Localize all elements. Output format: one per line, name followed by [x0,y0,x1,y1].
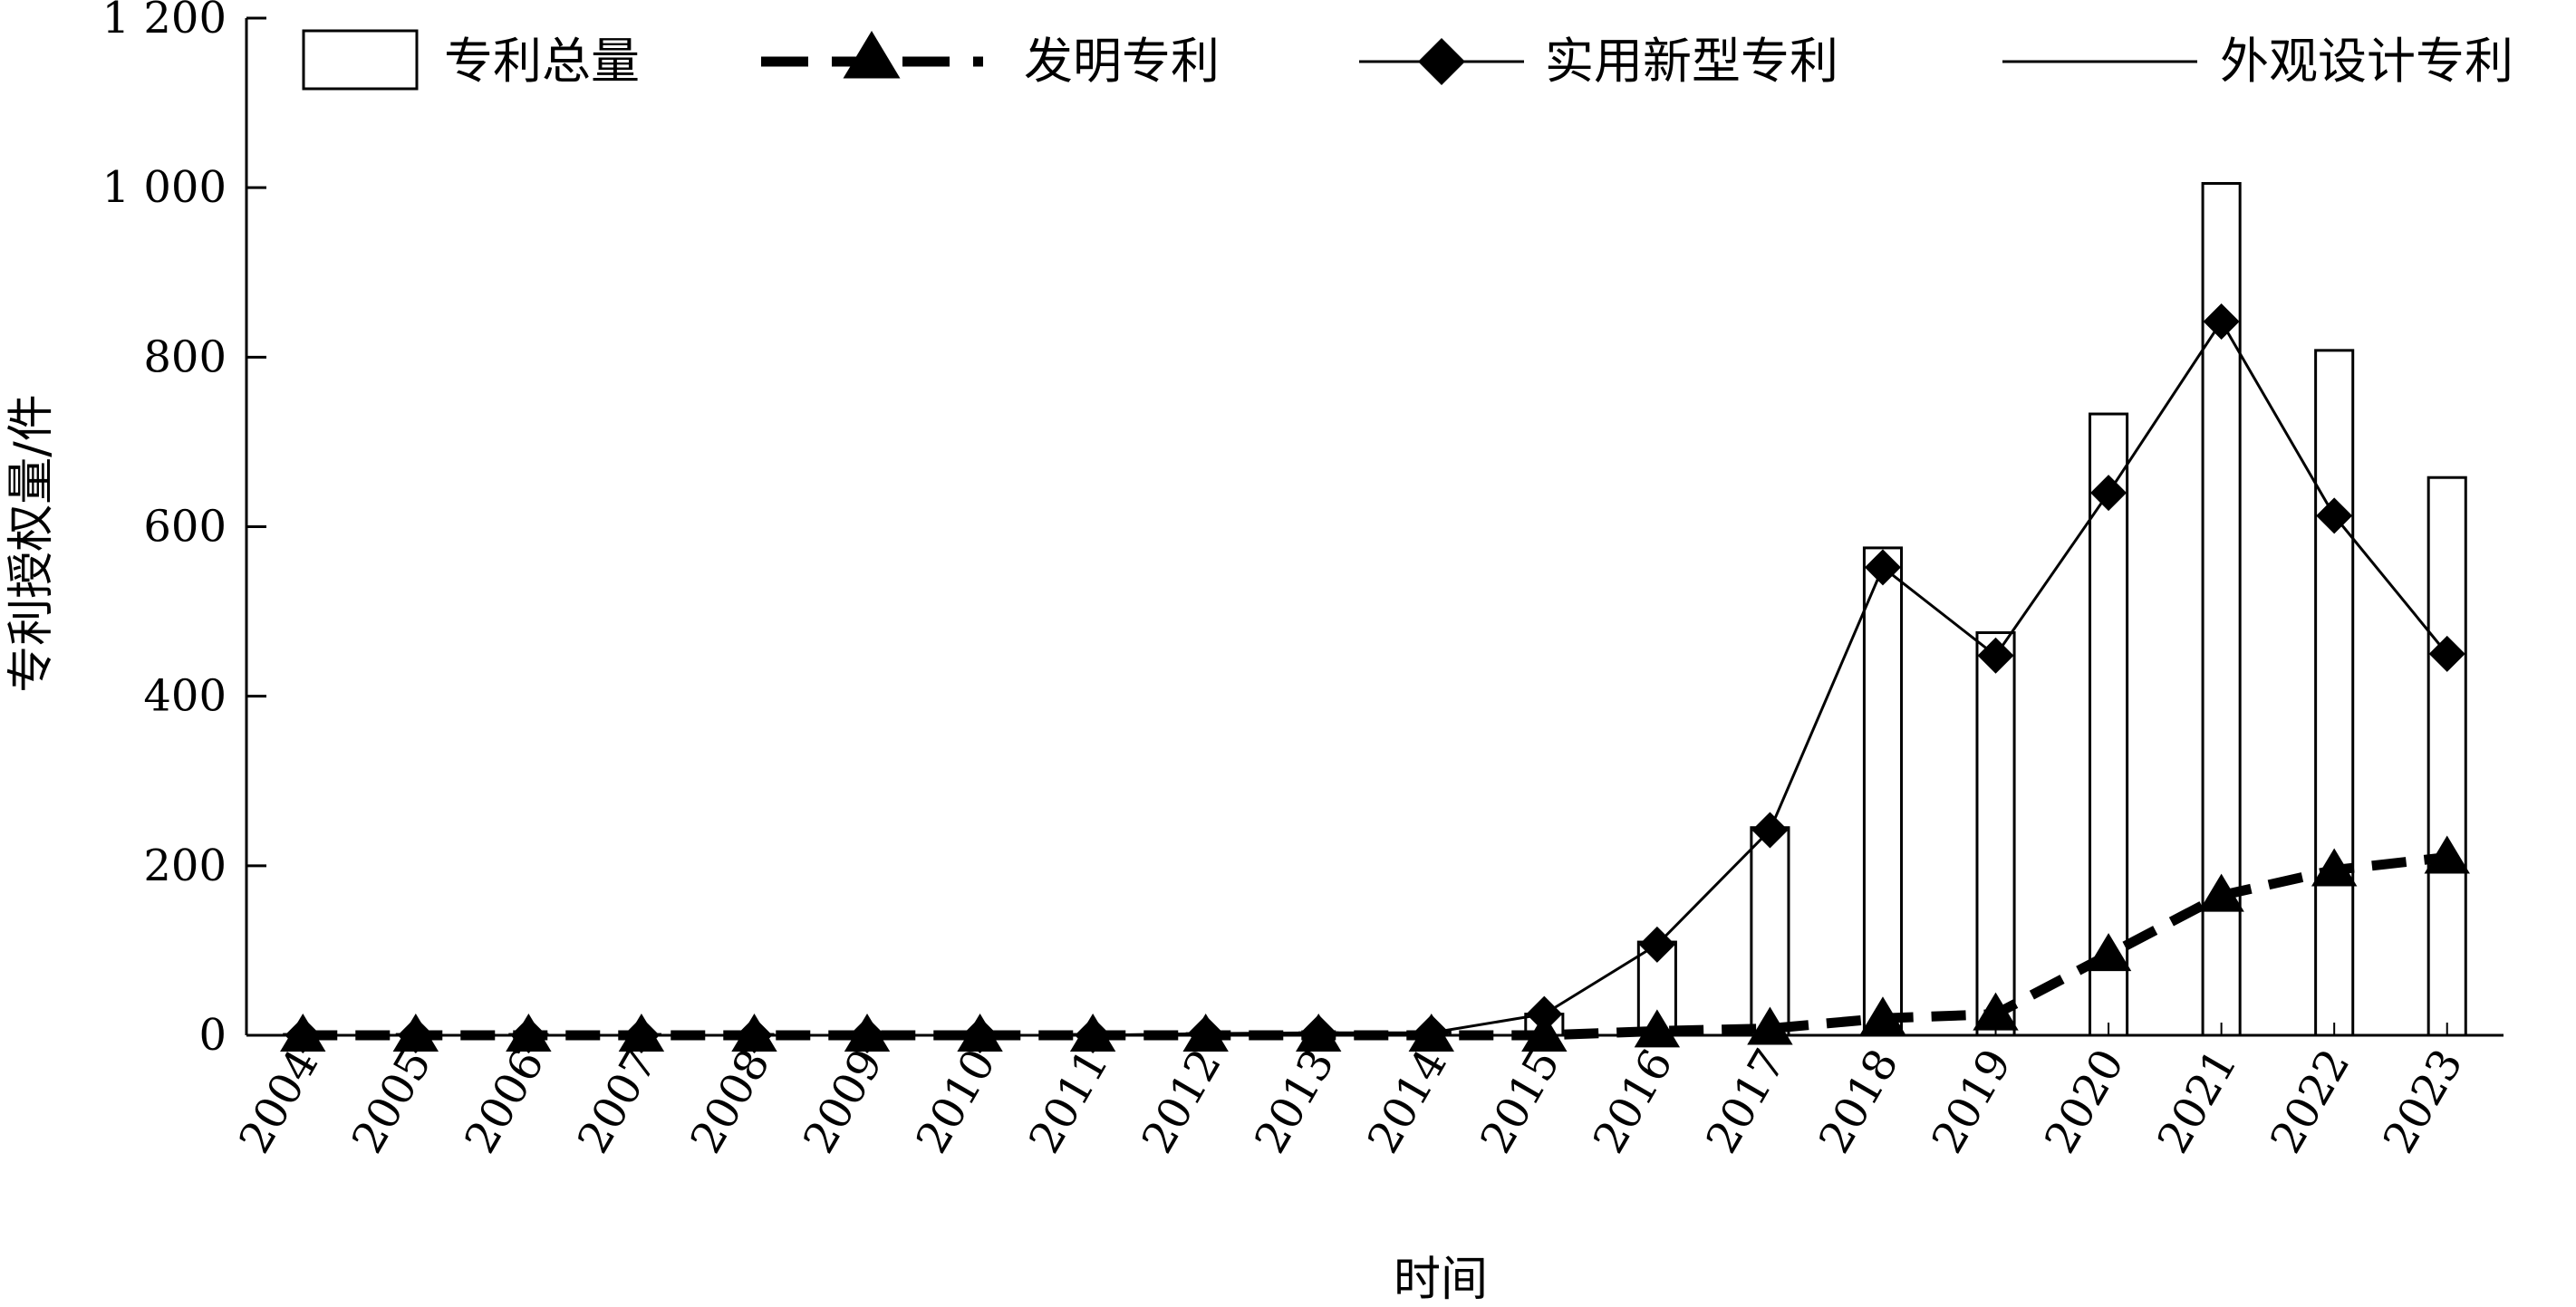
x-tick-label: 2006 [455,1041,555,1162]
diamond-marker [2316,497,2353,534]
x-tick-label: 2004 [229,1041,329,1162]
triangle-marker [1859,996,1906,1035]
x-tick-label: 2010 [906,1041,1006,1162]
x-tick-label: 2012 [1132,1041,1231,1162]
triangle-marker [2311,848,2358,887]
x-tick-label: 2013 [1245,1041,1345,1162]
y-axis-title: 专利授权量/件 [5,394,59,693]
bar [2426,476,2467,1037]
x-tick-label: 2014 [1358,1041,1458,1162]
x-tick-label: 2007 [568,1041,668,1162]
x-tick-label: 2018 [1809,1041,1909,1162]
x-tick-label: 2008 [680,1041,780,1162]
bar [2089,412,2129,1037]
diamond-marker [1751,812,1789,849]
x-tick-label: 2021 [2147,1041,2247,1162]
legend-triangle-marker [843,31,901,79]
y-tick-label: 200 [143,841,227,891]
legend-label: 专利总量 [444,33,640,90]
triangle-marker [2198,873,2244,912]
x-axis-title: 时间 [1394,1253,1488,1307]
diamond-marker [1638,926,1675,963]
x-tick-label: 2005 [343,1041,442,1162]
x-tick-label: 2009 [794,1041,893,1162]
diamond-marker [2090,475,2127,512]
bar [1750,826,1790,1037]
x-tick-label: 2023 [2374,1041,2474,1162]
diamond-marker [1977,637,2014,674]
legend-diamond-marker [1418,38,1465,85]
legend-label: 发明专利 [1024,33,1220,90]
y-tick-label: 800 [143,332,227,382]
legend: 专利总量 发明专利 实用新型专利 外观设计专利 [302,29,2513,91]
x-tick-label: 2019 [1922,1041,2021,1162]
x-tick-label: 2016 [1584,1041,1684,1162]
y-tick-label: 0 [198,1010,227,1061]
triangle-marker [2085,933,2132,972]
y-tick-label: 600 [143,502,227,553]
bar [2314,349,2355,1037]
bars-layer [283,181,2467,1037]
triangle-marker [2424,835,2470,874]
x-tick-label: 2020 [2035,1041,2135,1162]
y-tick-label: 1 000 [102,162,227,213]
diamond-marker [2203,303,2240,341]
x-tick-label: 2011 [1019,1041,1119,1162]
bar [1862,546,1904,1037]
x-tick-label: 2015 [1471,1041,1570,1162]
legend-label: 外观设计专利 [2220,33,2513,90]
x-tick-label: 2017 [1696,1041,1796,1162]
triangle-marker [1973,992,2019,1031]
legend-swatch-bar [302,29,419,91]
legend-label: 实用新型专利 [1545,33,1838,90]
bar [1975,630,2016,1037]
y-tick-label: 1 200 [102,0,227,43]
y-tick-label: 400 [143,671,227,722]
diamond-marker [1864,549,1901,586]
diamond-marker [1526,995,1563,1033]
x-tick-label: 2022 [2261,1041,2360,1162]
diamond-marker [2428,635,2465,672]
